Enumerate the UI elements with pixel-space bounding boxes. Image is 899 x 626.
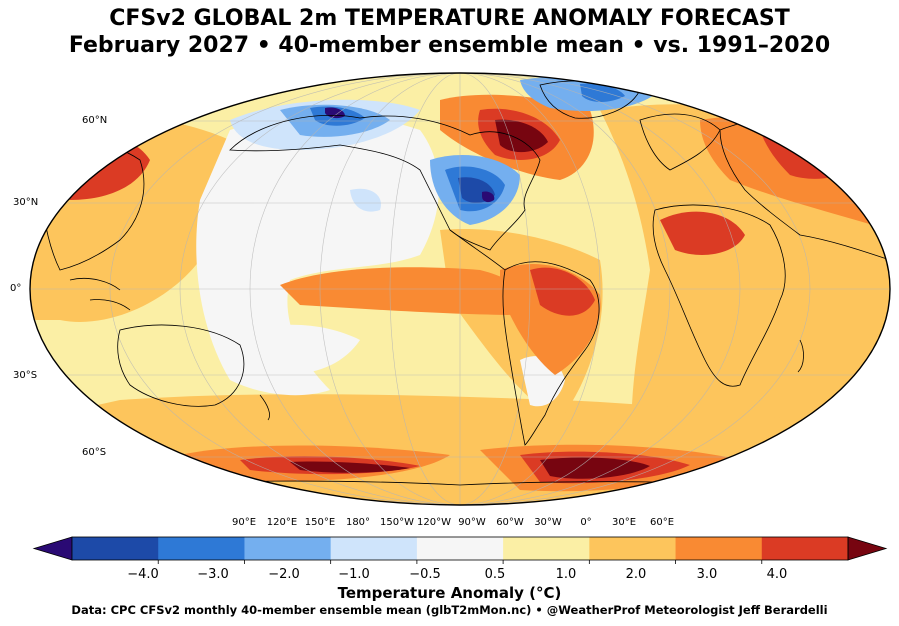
longitude-label: 30°E (611, 517, 637, 528)
longitude-label: 120°W (417, 517, 451, 528)
colorbar-tick-label: −0.5 (409, 567, 441, 582)
longitude-label: 90°E (231, 517, 257, 528)
colorbar-title: Temperature Anomaly (°C) (337, 584, 562, 602)
colorbar-tick-label: 1.0 (555, 567, 577, 582)
map-title: CFSv2 GLOBAL 2m TEMPERATURE ANOMALY FORE… (109, 6, 790, 31)
anomaly-region-amazon-hot (530, 267, 595, 316)
anomaly-region-us-extreme (482, 191, 495, 203)
latitude-label: 30°S (13, 370, 38, 381)
anomaly-region-southern-band-east-core (540, 457, 650, 479)
longitude-label: 60°W (496, 517, 524, 528)
colorbar-segment (72, 537, 159, 560)
colorbar-tick-label: −3.0 (197, 567, 229, 582)
longitude-label: 30°W (534, 517, 562, 528)
coastline-new-zealand (259, 394, 270, 421)
colorbar-tick-label: −4.0 (127, 567, 159, 582)
data-credit: Data: CPC CFSv2 monthly 40-member ensemb… (71, 603, 828, 617)
colorbar-tick-label: −2.0 (268, 567, 300, 582)
coastline-maritime-asia (69, 277, 131, 311)
longitude-label: 180° (345, 517, 371, 528)
colorbar-frame (71, 536, 849, 561)
coastline-south-america (502, 261, 600, 446)
globe-outline (29, 72, 891, 506)
longitude-label: 60°E (649, 517, 675, 528)
gridline-meridian (389, 73, 531, 505)
colorbar-segment (503, 537, 590, 560)
coastline-africa (652, 204, 786, 387)
longitude-label: 90°W (458, 517, 486, 528)
colorbar-segment (330, 537, 418, 560)
anomaly-region-tropical-pacific-neutral (250, 324, 360, 374)
colorbar-segment (589, 537, 677, 560)
gridline-meridian (319, 73, 601, 505)
anomaly-region-siberia-core (800, 139, 850, 163)
anomaly-region-north-africa-hot (660, 211, 745, 255)
longitude-label: 120°E (266, 517, 298, 528)
gridline-meridian (249, 73, 671, 505)
latitude-label: 0° (10, 283, 22, 294)
latitude-label: 60°S (82, 447, 107, 458)
longitude-label: 0° (580, 517, 592, 528)
colorbar-segment (158, 537, 245, 560)
gridline-meridian (179, 73, 741, 505)
gridline-meridian (109, 73, 811, 505)
colorbar-tick-label: 3.0 (696, 567, 718, 582)
coastline-europe (639, 113, 721, 171)
colorbar-tick-label: 4.0 (766, 567, 788, 582)
colorbar-segment (244, 537, 332, 560)
map-subtitle: February 2027 • 40-member ensemble mean … (68, 33, 831, 58)
longitude-label: 150°W (380, 517, 414, 528)
coastline-madagascar (797, 339, 804, 373)
coastline-central-america (449, 229, 506, 271)
colorbar-extend-low (32, 536, 73, 561)
colorbar-extend-high (847, 536, 888, 561)
colorbar-segment (416, 537, 504, 560)
colorbar-segment (761, 537, 849, 560)
latitude-label: 30°N (13, 197, 39, 208)
colorbar (32, 536, 888, 564)
colorbar-tick-label: 0.5 (484, 567, 506, 582)
anomaly-region-pacific-neutral (196, 115, 439, 396)
coastline-australia (117, 324, 245, 407)
colorbar-tick-label: 2.0 (625, 567, 647, 582)
colorbar-tick-label: −1.0 (338, 567, 370, 582)
anomaly-region-pacific-cold-patch (350, 188, 381, 212)
colorbar-segment (675, 537, 763, 560)
anomaly-region-equatorial-band (280, 267, 528, 315)
anomaly-region-southern-band-west-core (290, 461, 410, 473)
coastline-north-america (229, 114, 541, 251)
anomaly-region-greenland-core (580, 83, 625, 102)
latitude-label: 60°N (82, 115, 108, 126)
anomaly-region-canada-core (495, 119, 548, 153)
longitude-label: 150°E (304, 517, 336, 528)
